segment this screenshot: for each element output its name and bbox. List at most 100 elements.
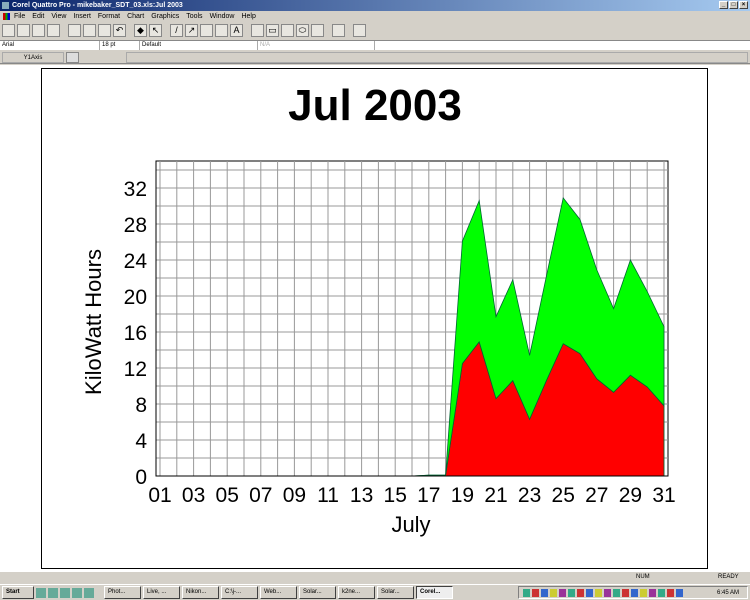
print-icon[interactable]	[47, 24, 60, 37]
tray-icon[interactable]	[640, 589, 647, 597]
taskbar-button[interactable]: Nikon...	[182, 586, 219, 599]
paste-icon[interactable]	[98, 24, 111, 37]
menu-format[interactable]: Format	[97, 13, 121, 20]
selection-name[interactable]: Y1Axis	[2, 52, 64, 63]
menu-window[interactable]: Window	[209, 13, 235, 20]
undo-icon[interactable]: ↶	[113, 24, 126, 37]
new-icon[interactable]	[2, 24, 15, 37]
tray-icon[interactable]	[604, 589, 611, 597]
freehand-icon[interactable]	[215, 24, 228, 37]
menu-view[interactable]: View	[51, 13, 67, 20]
tray-icon[interactable]	[613, 589, 620, 597]
ellipse-icon[interactable]: ⬭	[296, 24, 309, 37]
x-tick-label: 17	[417, 484, 440, 507]
y-tick-label: 4	[135, 430, 147, 453]
taskbar-button[interactable]: k2ne...	[338, 586, 375, 599]
x-tick-label: 01	[148, 484, 171, 507]
tray-icon[interactable]	[559, 589, 566, 597]
tray-icon[interactable]	[622, 589, 629, 597]
system-tray: 6:45 AM	[518, 586, 748, 599]
start-button[interactable]: Start	[2, 586, 34, 599]
text-icon[interactable]: A	[230, 24, 243, 37]
num-lock-indicator: NUM	[636, 574, 650, 580]
line-icon[interactable]: /	[170, 24, 183, 37]
menu-chart[interactable]: Chart	[127, 13, 145, 20]
title-bar: Corel Quattro Pro - mikebaker_SDT_03.xls…	[0, 0, 750, 11]
app-icon	[2, 2, 9, 9]
tray-icon[interactable]	[523, 589, 530, 597]
menu-tools[interactable]: Tools	[186, 13, 203, 20]
chart-frame[interactable]: Jul 2003 KiloWatt Hours July 0 4 8 12 16 20 24…	[41, 68, 708, 569]
property-field[interactable]	[126, 52, 748, 63]
properties-button[interactable]	[66, 52, 79, 63]
tray-icon[interactable]	[541, 589, 548, 597]
rectangle-icon[interactable]: ▭	[266, 24, 279, 37]
x-tick-label: 27	[585, 484, 608, 507]
tray-icon[interactable]	[532, 589, 539, 597]
desktop-icon[interactable]	[84, 587, 94, 598]
x-tick-label: 29	[619, 484, 642, 507]
copy-icon[interactable]	[83, 24, 96, 37]
word-icon[interactable]	[72, 587, 82, 598]
size-select[interactable]: 18 pt	[100, 41, 140, 50]
x-tick-label: 11	[317, 484, 339, 507]
tray-icon[interactable]	[676, 589, 683, 597]
clock: 6:45 AM	[716, 590, 739, 596]
save-icon[interactable]	[32, 24, 45, 37]
polyline-icon[interactable]	[200, 24, 213, 37]
mode-indicator: READY	[718, 574, 739, 580]
menu-edit[interactable]: Edit	[32, 13, 45, 20]
minimize-button[interactable]: _	[719, 1, 728, 9]
polygon-icon[interactable]	[251, 24, 264, 37]
font-select[interactable]: Arial	[0, 41, 100, 50]
close-button[interactable]: ×	[739, 1, 748, 9]
menu-insert[interactable]: Insert	[73, 13, 91, 20]
tray-icon[interactable]	[667, 589, 674, 597]
taskbar: Start Phot... Live, ... Nikon... C:\j-... We…	[0, 584, 750, 600]
quicklaunch-icon[interactable]	[36, 587, 46, 598]
chart-doc-icon[interactable]	[3, 13, 10, 20]
maximize-button[interactable]: □	[729, 1, 738, 9]
taskbar-button[interactable]: C:\j-...	[221, 586, 258, 599]
taskbar-button[interactable]: Corel...	[416, 586, 453, 599]
value-select[interactable]: N/A	[258, 41, 375, 50]
rounded-rect-icon[interactable]	[281, 24, 294, 37]
tray-icon[interactable]	[568, 589, 575, 597]
tray-icon[interactable]	[658, 589, 665, 597]
tray-icon[interactable]	[577, 589, 584, 597]
menu-file[interactable]: File	[14, 13, 26, 20]
search-icon[interactable]	[60, 587, 70, 598]
y-tick-label: 16	[124, 322, 147, 345]
tray-icon[interactable]	[595, 589, 602, 597]
menu-graphics[interactable]: Graphics	[151, 13, 180, 20]
x-tick-label: 25	[552, 484, 575, 507]
taskbar-button[interactable]: Solar...	[377, 586, 414, 599]
taskbar-button[interactable]: Solar...	[299, 586, 336, 599]
tray-icon[interactable]	[649, 589, 656, 597]
y-tick-label: 0	[135, 466, 147, 489]
menu-help[interactable]: Help	[241, 13, 256, 20]
arrow-line-icon[interactable]: ↗	[185, 24, 198, 37]
open-icon[interactable]	[17, 24, 30, 37]
tray-icon[interactable]	[550, 589, 557, 597]
browser-icon[interactable]	[48, 587, 58, 598]
select-arrow-icon[interactable]: ↖	[149, 24, 162, 37]
frame-icon[interactable]	[332, 24, 345, 37]
shape-icon[interactable]	[311, 24, 324, 37]
taskbar-button[interactable]: Live, ...	[143, 586, 180, 599]
y-tick-label: 8	[135, 394, 147, 417]
cut-icon[interactable]	[68, 24, 81, 37]
taskbar-button[interactable]: Web...	[260, 586, 297, 599]
tray-icon[interactable]	[631, 589, 638, 597]
grid-icon[interactable]	[353, 24, 366, 37]
y-tick-label: 28	[124, 214, 147, 237]
format-bar: Arial 18 pt Default N/A	[0, 40, 750, 50]
window-title: Corel Quattro Pro - mikebaker_SDT_03.xls…	[12, 2, 183, 9]
tray-icon[interactable]	[586, 589, 593, 597]
x-axis-title: July	[391, 512, 430, 537]
x-tick-label: 09	[283, 484, 306, 507]
taskbar-button[interactable]: Phot...	[104, 586, 141, 599]
x-tick-label: 05	[216, 484, 239, 507]
gem-icon[interactable]: ◆	[134, 24, 147, 37]
style-select[interactable]: Default	[140, 41, 258, 50]
